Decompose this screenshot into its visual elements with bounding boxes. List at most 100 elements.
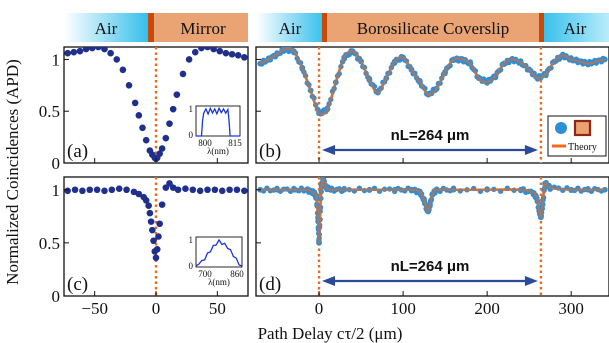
band-label-air: Air bbox=[279, 19, 302, 38]
length-arrow-head-right bbox=[524, 145, 538, 155]
y-axis-label: Normalized Coincidences (APD) bbox=[3, 59, 22, 285]
legend: Theory bbox=[547, 115, 607, 157]
x-tick-label: 100 bbox=[390, 299, 416, 318]
data-series bbox=[64, 47, 248, 163]
data-point bbox=[64, 187, 71, 195]
data-point bbox=[198, 47, 205, 52]
data-point bbox=[226, 186, 233, 194]
data-series bbox=[257, 177, 608, 246]
data-point bbox=[189, 186, 197, 194]
data-point bbox=[156, 150, 163, 157]
data-point bbox=[142, 197, 150, 204]
legend-marker-data bbox=[555, 122, 567, 134]
panel-label: (d) bbox=[259, 274, 281, 295]
panel-d: 0 100 200 300 (d) nL=264 μm bbox=[255, 176, 609, 318]
data-point bbox=[156, 220, 163, 228]
panel-label: (c) bbox=[67, 274, 88, 295]
data-point bbox=[222, 49, 230, 57]
data-point bbox=[166, 120, 173, 127]
data-point bbox=[233, 186, 241, 194]
data-point bbox=[162, 134, 170, 142]
coverslip-interface-right bbox=[539, 13, 544, 42]
data-point bbox=[95, 47, 102, 51]
data-point bbox=[145, 202, 152, 209]
x-tick-label: 0 bbox=[315, 299, 324, 318]
x-tick-label: 50 bbox=[209, 299, 226, 318]
data-point bbox=[146, 209, 154, 217]
length-arrow-head-left bbox=[322, 276, 336, 286]
inset-ytick-label: 0 bbox=[189, 130, 194, 140]
data-point bbox=[241, 54, 248, 61]
band-label-coverslip: Borosilicate Coverslip bbox=[357, 19, 510, 38]
data-point bbox=[86, 186, 94, 194]
data-point bbox=[158, 145, 166, 152]
data-point bbox=[196, 187, 204, 195]
data-point bbox=[210, 47, 217, 53]
inset-ytick-label: 1 bbox=[189, 235, 194, 245]
data-point bbox=[113, 56, 121, 63]
data-point bbox=[211, 186, 219, 194]
data-point bbox=[169, 105, 177, 113]
data-point bbox=[101, 47, 108, 53]
data-point bbox=[131, 99, 139, 107]
panel-b: (b) nL=264 μm Theory bbox=[255, 46, 609, 164]
panel-frame bbox=[255, 46, 609, 164]
band-label-air: Air bbox=[95, 19, 118, 38]
coverslip-interface-left bbox=[322, 13, 327, 42]
inset-xtick-label: 700 bbox=[198, 269, 212, 279]
length-arrow-head-left bbox=[322, 145, 336, 155]
data-point bbox=[204, 47, 211, 51]
theory-curve bbox=[260, 177, 605, 245]
inset-spectrum-line bbox=[195, 238, 243, 267]
data-point bbox=[115, 185, 123, 192]
air-band-left bbox=[64, 13, 148, 42]
data-point bbox=[218, 187, 226, 195]
band-label-mirror: Mirror bbox=[180, 19, 226, 38]
theory-curve bbox=[259, 47, 606, 117]
data-point bbox=[241, 187, 248, 195]
data-point bbox=[107, 49, 114, 57]
data-series bbox=[257, 47, 608, 117]
data-point bbox=[101, 187, 108, 195]
length-annotation: nL=264 μm bbox=[391, 258, 470, 275]
inset-ytick-label: 1 bbox=[189, 104, 194, 114]
coverslip-band bbox=[324, 13, 542, 42]
data-point bbox=[119, 66, 127, 74]
data-point bbox=[185, 56, 193, 63]
inset-xtick-label: 860 bbox=[230, 269, 244, 279]
inset-xtick-label: 815 bbox=[228, 138, 242, 148]
length-arrow-head-right bbox=[524, 276, 538, 286]
data-point bbox=[64, 49, 71, 57]
y-tick-label: 0 bbox=[52, 154, 61, 173]
data-point bbox=[155, 233, 162, 240]
data-point bbox=[149, 226, 156, 234]
data-point bbox=[135, 190, 143, 198]
data-point bbox=[123, 186, 130, 194]
data-point bbox=[191, 48, 199, 56]
inset-xlabel: λ(nm) bbox=[207, 146, 229, 156]
y-tick-label: 0.5 bbox=[39, 234, 60, 253]
panel-label: (b) bbox=[259, 141, 281, 162]
inset-xtick-label: 800 bbox=[198, 138, 212, 148]
data-point bbox=[179, 70, 187, 78]
mirror-band bbox=[148, 13, 248, 42]
data-point bbox=[93, 186, 101, 194]
inset-ytick-label: 0 bbox=[189, 261, 194, 271]
length-annotation: nL=264 μm bbox=[391, 127, 470, 144]
y-tick-label: 0 bbox=[52, 287, 61, 306]
y-tick-label: 1 bbox=[52, 50, 61, 69]
data-point bbox=[139, 124, 146, 132]
data-point bbox=[71, 186, 79, 194]
data-point bbox=[150, 237, 157, 245]
data-point bbox=[142, 136, 150, 144]
data-point bbox=[88, 47, 96, 52]
data-point bbox=[174, 186, 182, 194]
data-point bbox=[216, 47, 224, 55]
air-band-b-left bbox=[256, 13, 324, 42]
x-tick-label: 200 bbox=[474, 299, 500, 318]
mirror-interface-marker bbox=[148, 13, 154, 42]
